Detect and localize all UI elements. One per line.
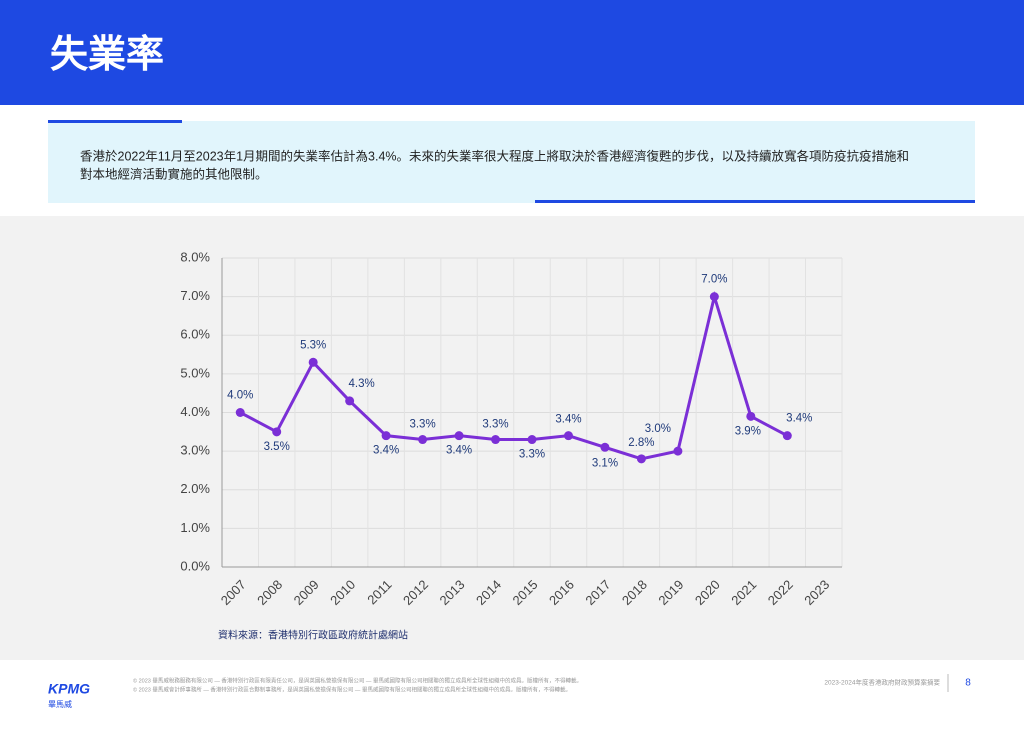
marker [308, 357, 318, 367]
logo-sub: 畢馬威 [48, 699, 72, 709]
marker [235, 408, 245, 417]
y-tick-label: 4.0% [180, 404, 210, 419]
marker [673, 446, 683, 456]
data-label: 3.9% [735, 425, 761, 437]
data-label: 3.1% [592, 457, 618, 469]
accent-line [535, 200, 975, 203]
marker [746, 411, 756, 421]
line [239, 290, 788, 461]
data-label: 7.0% [701, 274, 727, 286]
data-label: 3.0% [645, 423, 671, 435]
data-label: 3.3% [409, 419, 435, 431]
marker [527, 435, 537, 445]
marker [563, 431, 573, 441]
marker [272, 427, 282, 437]
summary-text: 香港於2022年11月至2023年1月期間的失業率估計為3.4%。未來的失業率很… [80, 148, 909, 163]
data-label: 3.5% [264, 441, 290, 453]
data-label: 3.4% [555, 414, 581, 426]
data-label: 4.0% [227, 390, 253, 402]
data-label: 3.3% [519, 449, 545, 461]
accent-line [48, 120, 182, 123]
footnote: © 2023 畢馬威稅務服務有限公司 — 香港特別行政區有限責任公司，是與英國私… [133, 676, 582, 684]
marker [454, 431, 464, 441]
data-label: 3.4% [786, 413, 812, 425]
marker [782, 431, 792, 441]
y-tick-label: 2.0% [180, 481, 210, 496]
data-label: 5.3% [300, 339, 326, 351]
data-label: 3.4% [446, 445, 472, 457]
summary-box [48, 121, 975, 203]
y-tick-label: 1.0% [180, 520, 210, 535]
y-tick-label: 0.0% [180, 558, 210, 573]
data-label: 4.3% [349, 378, 375, 390]
data-label: 3.3% [482, 419, 508, 431]
chart: 0.0%1.0%2.0%3.0%4.0%5.0%6.0%7.0%8.0%2007… [180, 249, 843, 608]
summary-text: 對本地經濟活動實施的其他限制。 [80, 166, 268, 181]
data-label: 3.4% [373, 445, 399, 457]
doc-name: 2023-2024年度香港政府財政預算案摘要 [824, 678, 940, 687]
marker [709, 292, 719, 302]
header-bar [0, 0, 1024, 105]
logo: KPMG [48, 681, 90, 697]
marker [491, 435, 501, 445]
data-label: 2.8% [628, 437, 654, 449]
y-tick-label: 8.0% [180, 249, 210, 264]
y-tick-label: 6.0% [180, 327, 210, 342]
marker [600, 442, 610, 452]
page-number: 8 [965, 678, 971, 689]
footnote: © 2023 畢馬威會計師事務所 — 香港特別行政區合夥制事務所，是與英國私營擔… [133, 685, 571, 693]
marker [636, 454, 646, 464]
page-title: 失業率 [50, 34, 164, 76]
marker [345, 396, 355, 406]
y-tick-label: 3.0% [180, 443, 210, 458]
y-tick-label: 7.0% [180, 288, 210, 303]
marker [418, 435, 428, 445]
source: 資料來源：香港特別行政區政府統計處網站 [218, 629, 408, 642]
y-tick-label: 5.0% [180, 365, 210, 380]
marker [381, 431, 391, 441]
